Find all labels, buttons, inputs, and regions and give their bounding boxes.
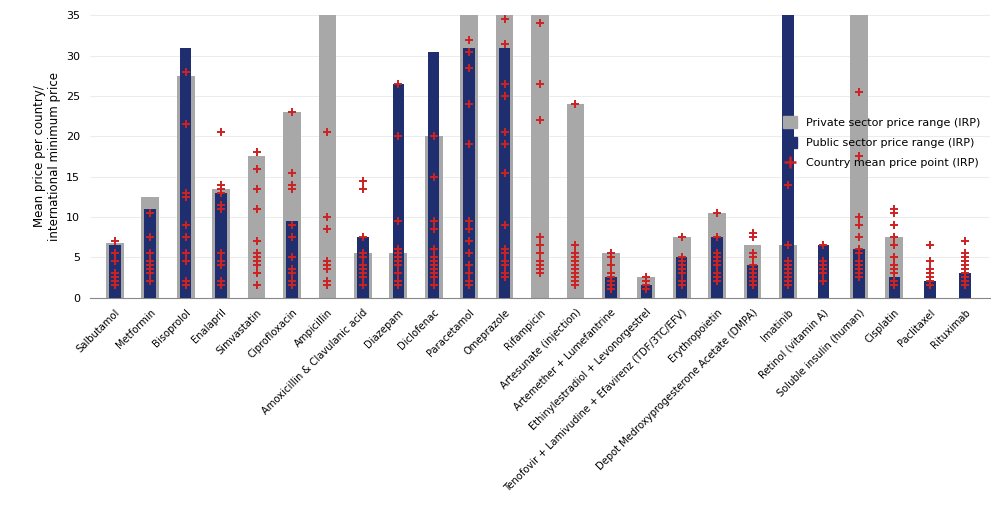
Bar xyxy=(393,84,404,298)
Bar xyxy=(850,15,868,298)
Bar xyxy=(319,15,336,298)
Bar xyxy=(853,249,865,298)
Bar xyxy=(425,136,443,298)
Bar xyxy=(708,213,726,298)
Bar xyxy=(354,253,372,298)
Bar xyxy=(248,156,265,298)
Y-axis label: Mean price per country/
international minimum price: Mean price per country/ international mi… xyxy=(33,72,61,241)
Bar xyxy=(106,243,124,298)
Bar xyxy=(428,52,439,298)
Bar xyxy=(180,48,191,298)
Bar xyxy=(747,265,758,298)
Bar xyxy=(463,48,475,298)
Bar xyxy=(109,245,121,298)
Bar xyxy=(496,15,513,298)
Bar xyxy=(779,245,797,298)
Bar xyxy=(460,15,478,298)
Bar xyxy=(602,253,620,298)
Bar xyxy=(889,278,900,298)
Bar xyxy=(177,76,195,298)
Bar xyxy=(499,48,510,298)
Bar xyxy=(637,278,655,298)
Bar xyxy=(144,209,156,298)
Legend: Private sector price range (IRP), Public sector price range (IRP), Country mean : Private sector price range (IRP), Public… xyxy=(779,112,984,173)
Bar xyxy=(215,193,227,298)
Bar xyxy=(885,237,903,298)
Bar xyxy=(389,253,407,298)
Bar xyxy=(673,237,691,298)
Bar xyxy=(711,237,723,298)
Bar xyxy=(605,278,617,298)
Bar xyxy=(744,245,761,298)
Bar xyxy=(959,273,971,298)
Bar xyxy=(924,282,936,298)
Bar xyxy=(782,15,794,298)
Bar xyxy=(818,245,829,298)
Bar xyxy=(531,15,549,298)
Bar xyxy=(283,112,301,298)
Bar xyxy=(357,237,369,298)
Bar xyxy=(141,197,159,298)
Bar xyxy=(567,104,584,298)
Bar xyxy=(641,285,652,298)
Bar xyxy=(286,221,298,298)
Bar xyxy=(212,189,230,298)
Bar xyxy=(676,257,687,298)
